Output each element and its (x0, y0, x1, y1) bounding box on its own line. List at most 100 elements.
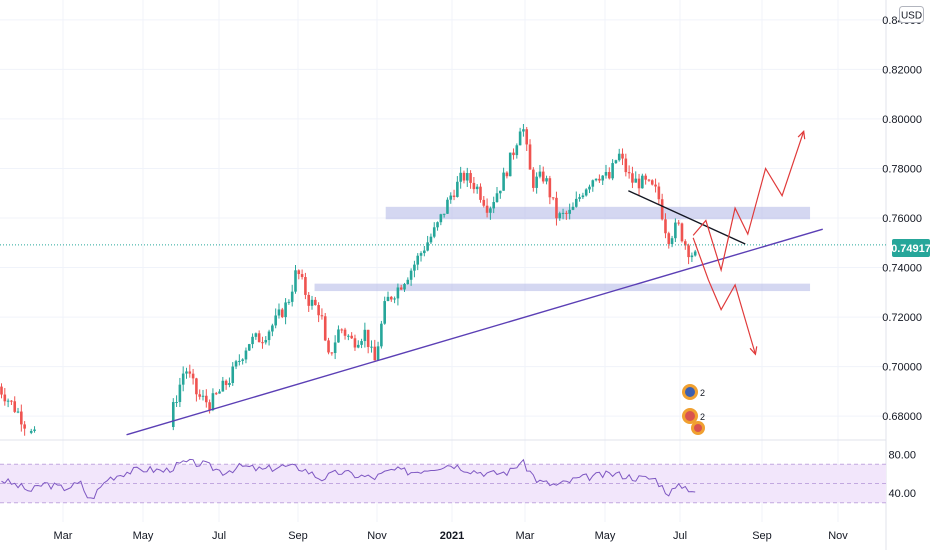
candle-body (446, 199, 449, 214)
candle-body (459, 172, 462, 182)
svg-text:2: 2 (700, 412, 705, 422)
candle-body (264, 340, 268, 343)
candle-body (578, 197, 581, 199)
candle-body (495, 193, 499, 203)
candle-body (591, 180, 595, 187)
trendline[interactable] (126, 228, 823, 436)
candle-body (261, 342, 264, 344)
candle-body (429, 236, 433, 243)
candle-body (3, 394, 7, 402)
candle-body (416, 255, 420, 265)
candle-body (320, 315, 324, 317)
candle-body (347, 335, 350, 337)
candle-body (178, 384, 182, 403)
candle-body (469, 173, 472, 183)
candle-body (584, 189, 588, 196)
time-tick-label: May (595, 530, 616, 542)
candle-body (413, 264, 416, 271)
price-tick-label: 0.80000 (882, 114, 922, 126)
candle-body (409, 270, 413, 280)
projection-arrows[interactable] (692, 129, 806, 356)
candle-body (561, 212, 565, 214)
trendline[interactable] (628, 190, 746, 245)
candle-body (211, 393, 215, 411)
candle-body (598, 178, 601, 181)
candle-body (241, 359, 244, 361)
candle-body (333, 342, 337, 354)
candle-body (304, 277, 307, 295)
candle-body (492, 202, 495, 209)
candle-body (6, 400, 10, 402)
candle-body (650, 180, 654, 185)
rsi-tick-label: 80.00 (888, 450, 916, 462)
candle-body (472, 182, 476, 190)
candle-body (456, 181, 459, 197)
flag-badge-icon[interactable] (691, 421, 705, 435)
candle-body (482, 199, 486, 206)
candle-body (512, 152, 515, 156)
flag-badge-icon[interactable]: 2 (682, 408, 705, 424)
candle-body (350, 335, 353, 339)
candle-body (614, 160, 618, 164)
candle-body (631, 173, 634, 183)
candle-body (436, 222, 439, 228)
candle-body (637, 178, 641, 189)
candle-body (228, 382, 231, 385)
candle-body (499, 190, 502, 194)
candle-body (218, 391, 221, 394)
flag-badge-icon[interactable]: 2 (682, 384, 705, 400)
candle-body (376, 346, 380, 361)
candle-body (300, 274, 304, 278)
trendlines[interactable] (126, 190, 823, 436)
candle-body (396, 287, 400, 299)
candle-body (604, 172, 608, 176)
candle-body (690, 255, 694, 258)
candle-body (508, 152, 512, 177)
support-resistance-zone[interactable] (385, 206, 811, 220)
currency-text: USD (901, 11, 922, 22)
candle-body (548, 178, 552, 198)
horizontal-zones[interactable] (314, 206, 811, 292)
candle-body (657, 186, 661, 200)
projection-path[interactable] (692, 237, 756, 355)
projection-path[interactable] (692, 131, 805, 273)
candle-body (271, 325, 274, 332)
candle-body (611, 163, 614, 179)
svg-text:2: 2 (700, 388, 705, 398)
time-tick-label: Jul (673, 530, 687, 542)
candle-body (475, 186, 479, 190)
candle-body (403, 284, 406, 290)
candle-body (251, 336, 254, 345)
candle-body (426, 242, 429, 251)
candle-body (465, 173, 469, 181)
candle-body (389, 296, 393, 300)
support-resistance-zone[interactable] (314, 283, 811, 292)
event-badges[interactable]: 2 2 (682, 384, 705, 435)
candle-body (274, 315, 277, 326)
candle-body (23, 424, 26, 429)
candle-body (528, 144, 532, 170)
price-axis: 0.840000.820000.800000.780000.760000.740… (882, 15, 922, 423)
time-tick-label: Sep (288, 530, 308, 542)
currency-label[interactable]: USD (899, 6, 924, 23)
candle-body (683, 241, 687, 246)
candle-body (363, 329, 367, 342)
candle-body (277, 309, 281, 316)
candle-body (0, 386, 3, 395)
candle-body (565, 212, 568, 214)
candle-body (568, 209, 571, 214)
candle-body (393, 298, 396, 300)
candle-body (383, 301, 386, 324)
candle-body (191, 373, 195, 379)
grid (0, 0, 887, 550)
candle-body (489, 208, 492, 213)
candle-body (634, 178, 638, 183)
candle-body (254, 333, 258, 337)
candle-body (654, 184, 657, 187)
candle-body (664, 219, 667, 234)
candle-body (571, 206, 575, 210)
candle-body (479, 186, 482, 200)
candle-body (532, 169, 535, 188)
candle-body (181, 373, 185, 385)
